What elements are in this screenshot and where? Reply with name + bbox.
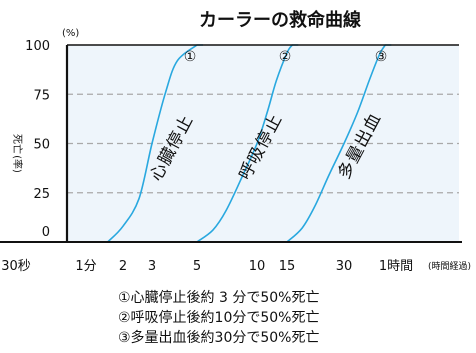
curve-marker-massive-bleeding: ③ [375, 49, 388, 65]
x-tick-label-8: 1時間 [379, 259, 413, 274]
x-axis-title: (時間経過) [428, 260, 471, 272]
x-tick-label-4: 5 [193, 259, 201, 274]
series-curve-respiratory-arrest [196, 44, 299, 243]
x-tick-label-7: 30 [336, 259, 353, 274]
curve-marker-respiratory-arrest: ② [279, 49, 292, 65]
chart-notes: ①心臓停止後約 3 分で50%死亡 ②呼吸停止後約10分で50%死亡 ③多量出血… [118, 288, 418, 348]
series-curve-cardiac-arrest [107, 44, 203, 243]
x-tick-label-2: 2 [119, 259, 127, 274]
curve-marker-cardiac-arrest: ① [184, 49, 197, 65]
y-tick-label-50: 50 [33, 138, 50, 153]
x-tick-label-1: 1分 [75, 259, 96, 274]
note-cardiac-arrest: ①心臓停止後約 3 分で50%死亡 [118, 290, 320, 306]
x-tick-label-5: 10 [249, 259, 266, 274]
series-curve-massive-bleeding [286, 44, 392, 243]
x-tick-label-0: 30秒 [1, 259, 31, 274]
x-tick-label-3: 3 [148, 259, 156, 274]
chart-title: カーラーの救命曲線 [199, 10, 361, 31]
y-tick-label-100: 100 [25, 39, 50, 54]
x-tick-label-6: 15 [279, 259, 296, 274]
note-massive-bleeding: ③多量出血後約30分で50%死亡 [118, 330, 320, 346]
y-tick-label-0: 0 [42, 225, 50, 240]
y-tick-label-25: 25 [33, 187, 50, 202]
y-unit-label: (%) [62, 28, 79, 39]
y-axis-title-part-0: 死亡 [11, 134, 24, 154]
y-tick-label-75: 75 [33, 88, 50, 103]
note-respiratory-arrest: ②呼吸停止後約10分で50%死亡 [118, 310, 320, 326]
y-axis-title-part-1: (率) [11, 155, 24, 173]
